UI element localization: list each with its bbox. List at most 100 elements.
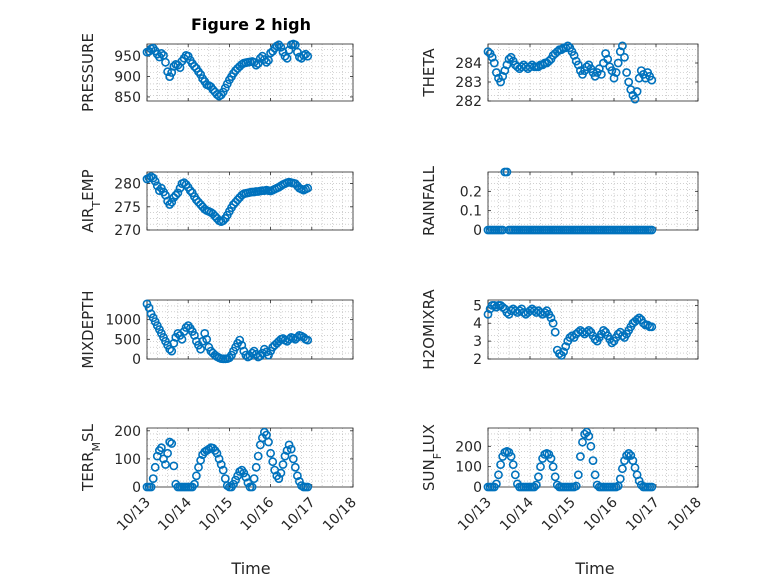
data-point	[498, 302, 508, 312]
data-point	[303, 183, 313, 193]
data-point	[284, 440, 294, 450]
data-point	[597, 70, 606, 79]
data-point	[175, 183, 185, 193]
data-point	[185, 186, 195, 195]
data-point	[146, 482, 156, 492]
data-point	[198, 336, 207, 346]
data-point	[531, 480, 541, 490]
data-point	[529, 482, 539, 492]
y-axis-label: PRESSURE	[79, 33, 97, 112]
data-point	[557, 45, 566, 55]
data-point	[565, 333, 575, 342]
data-point	[189, 479, 199, 489]
data-point	[191, 471, 201, 481]
y-tick-label: 900	[114, 70, 141, 86]
data-point	[150, 176, 160, 186]
data-point	[249, 474, 259, 483]
data-point	[301, 49, 310, 59]
data-point	[247, 482, 257, 492]
axes-box	[487, 299, 699, 360]
data-point	[525, 62, 535, 72]
x-axis-label-left: Time	[230, 559, 270, 578]
data-point	[620, 456, 629, 465]
data-point	[216, 460, 226, 469]
data-point	[555, 349, 564, 358]
data-point	[615, 474, 625, 484]
data-point	[506, 452, 516, 461]
data-point	[229, 479, 238, 489]
data-point	[618, 41, 627, 51]
data-point	[303, 51, 313, 61]
data-point	[303, 482, 313, 492]
y-tick-label: 283	[455, 75, 482, 91]
data-point	[576, 452, 585, 461]
data-point	[632, 315, 642, 325]
data-point	[582, 327, 592, 337]
data-point	[647, 225, 657, 235]
data-point	[567, 331, 577, 341]
data-point	[218, 465, 228, 475]
data-point	[218, 216, 228, 226]
x-axis-label-right: Time	[574, 559, 614, 578]
data-point	[489, 58, 499, 68]
y-tick-label: 2	[473, 352, 482, 368]
y-tick-label: 275	[114, 200, 141, 216]
data-point	[274, 40, 284, 50]
y-tick-label: 200	[455, 439, 482, 455]
figure-title: Figure 2 high	[191, 15, 311, 34]
data-point	[159, 454, 168, 464]
data-point	[647, 322, 657, 332]
subplot-1: 850 900 950 PRESSURE	[79, 33, 354, 112]
y-tick-label: 950	[114, 49, 141, 65]
data-point	[161, 57, 170, 67]
y-tick-label: 280	[114, 177, 141, 193]
subplot-6: 2 3 4 5 H2OMIXRA	[420, 289, 699, 370]
axes-box	[146, 171, 354, 231]
data-point	[582, 62, 592, 72]
data-point	[607, 338, 617, 348]
y-tick-label: 0	[473, 480, 482, 496]
data-point	[552, 47, 562, 56]
data-point	[618, 464, 627, 474]
data-point	[268, 457, 278, 467]
y-axis-label: AIRTEMP	[79, 169, 103, 232]
data-point	[515, 306, 524, 316]
data-point	[165, 437, 175, 447]
y-tick-label: 0	[132, 352, 141, 368]
data-point	[548, 462, 558, 472]
data-point	[536, 462, 545, 472]
data-point	[189, 62, 199, 71]
data-point	[173, 188, 183, 198]
data-point	[510, 470, 520, 480]
data-point	[643, 320, 652, 330]
data-point	[280, 451, 290, 461]
y-tick-label: 0	[473, 223, 482, 239]
data-point	[284, 334, 294, 344]
data-point	[580, 429, 589, 439]
data-point	[540, 308, 550, 317]
data-point	[262, 57, 271, 67]
data-point	[613, 329, 623, 339]
data-point	[165, 200, 175, 209]
data-point	[548, 318, 558, 328]
data-point	[154, 186, 164, 195]
data-point	[603, 54, 613, 64]
data-point	[607, 66, 617, 75]
y-tick-label: 0.2	[460, 184, 482, 200]
y-tick-label: 1000	[105, 313, 141, 329]
data-point	[561, 43, 571, 53]
data-point	[239, 468, 249, 478]
data-point	[292, 332, 302, 342]
data-point	[196, 455, 205, 465]
data-point	[169, 62, 179, 71]
data-point	[613, 58, 623, 68]
axes-box	[146, 43, 354, 102]
axes-box	[487, 43, 699, 102]
subplot-5: 0 500 1000 MIXDEPTH	[79, 290, 354, 369]
y-tick-label: 0.1	[460, 204, 482, 220]
data-point	[294, 476, 304, 486]
subplot-2: 282 283 284 THETA	[420, 41, 699, 110]
data-point	[235, 335, 245, 345]
data-point	[163, 67, 172, 77]
data-point	[282, 446, 292, 455]
